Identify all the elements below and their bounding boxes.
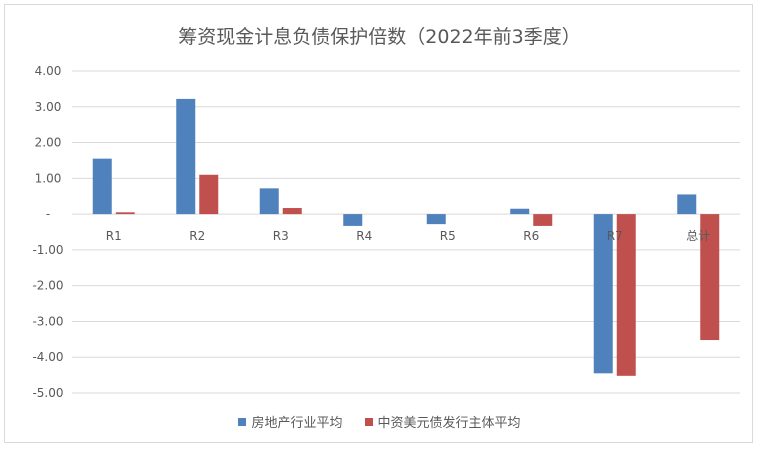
legend-item-series-2: 中资美元债发行主体平均 <box>364 412 521 431</box>
y-tick-label: 1.00 <box>35 171 62 185</box>
y-tick-label: -3.00 <box>32 314 63 328</box>
bar-series-1 <box>510 208 530 215</box>
bar-series-1 <box>259 188 279 215</box>
chart-legend: 房地产行业平均 中资美元债发行主体平均 <box>0 412 759 431</box>
legend-swatch-series-1 <box>238 417 247 426</box>
x-category-label: 总计 <box>686 229 710 243</box>
bar-series-2 <box>199 174 219 215</box>
bar-series-1 <box>677 194 697 215</box>
legend-swatch-series-2 <box>364 417 373 426</box>
legend-label-series-1: 房地产行业平均 <box>251 416 343 431</box>
x-category-label: R2 <box>189 229 205 243</box>
y-tick-label: -1.00 <box>32 243 63 257</box>
x-category-label: R4 <box>356 229 372 243</box>
x-category-label: R3 <box>273 229 289 243</box>
chart-title: 筹资现金计息负债保护倍数（2022年前3季度） <box>178 26 581 48</box>
bar-series-2 <box>282 208 302 215</box>
legend-label-series-2: 中资美元债发行主体平均 <box>377 416 521 431</box>
y-tick-label: -5.00 <box>32 386 63 400</box>
y-tick-label: 3.00 <box>35 100 62 114</box>
bar-series-2 <box>616 214 636 376</box>
bar-series-1 <box>343 214 363 226</box>
x-category-label: R7 <box>607 229 623 243</box>
bar-series-2 <box>115 212 135 215</box>
x-category-label: R5 <box>440 229 456 243</box>
x-category-label: R6 <box>523 229 539 243</box>
y-tick-label: 4.00 <box>35 64 62 78</box>
bar-series-1 <box>92 158 112 215</box>
bar-series-2 <box>700 214 720 341</box>
y-tick-label: -4.00 <box>32 350 63 364</box>
bar-series-1 <box>426 214 446 225</box>
bar-series-2 <box>533 214 553 226</box>
bar-series-1 <box>176 98 196 215</box>
bar-series-1 <box>593 214 613 374</box>
y-tick-label: 2.00 <box>35 136 62 150</box>
y-tick-label: -2.00 <box>32 279 63 293</box>
y-tick-label: - <box>46 207 50 221</box>
x-category-label: R1 <box>106 229 122 243</box>
legend-item-series-1: 房地产行业平均 <box>238 412 343 431</box>
